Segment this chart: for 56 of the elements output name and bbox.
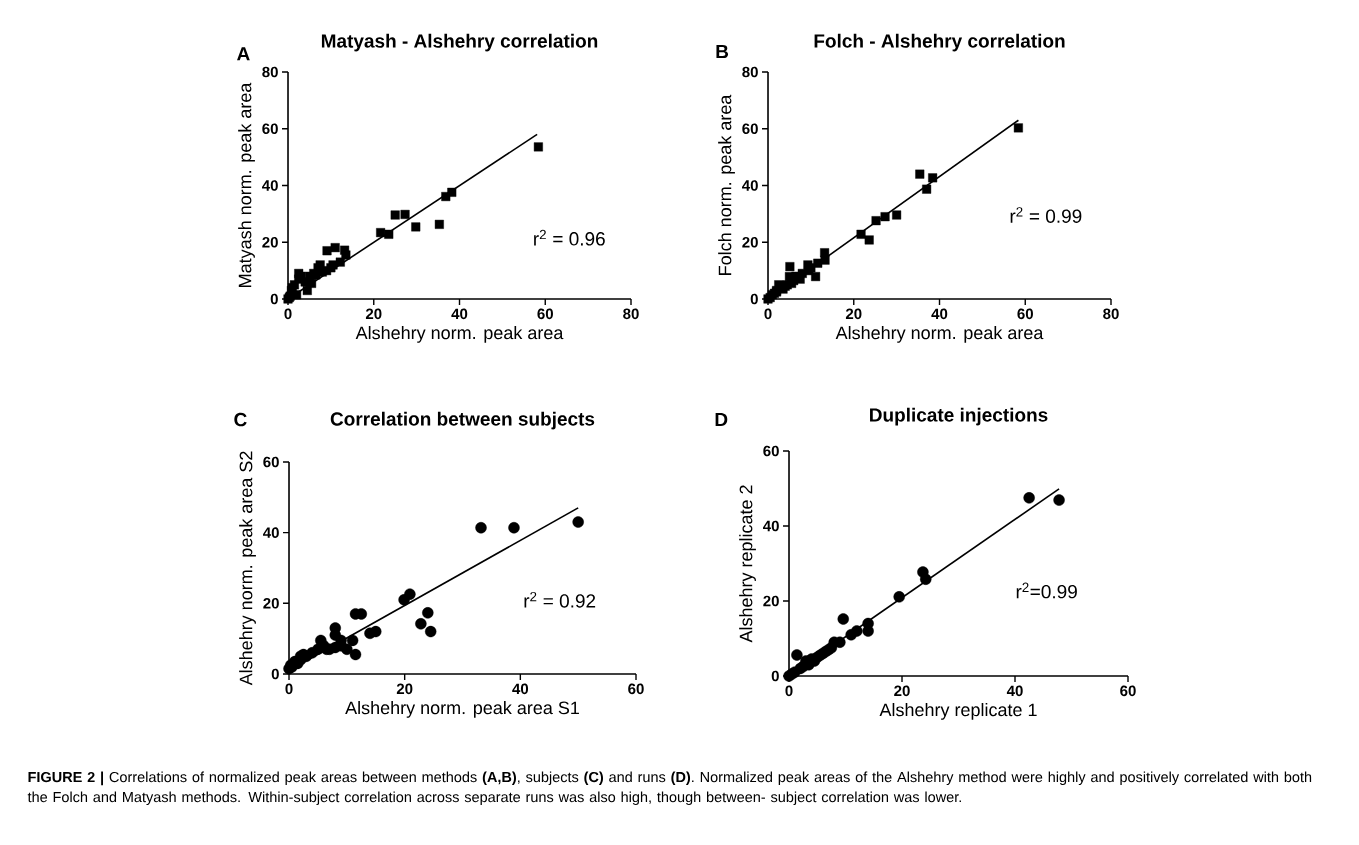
y-tick-label: 40 (263, 527, 279, 538)
x-tick-label: 0 (285, 683, 293, 695)
annotation: r$^{2}$ = 0.96 (534, 229, 605, 246)
x-tick-label: 0 (785, 685, 793, 697)
x-axis-title: Alshehry norm. peak area (835, 326, 1044, 343)
chart-title: Matyash - Alshehry correlation (321, 33, 598, 52)
y-tick-label: 80 (742, 66, 758, 78)
x-tick-label: 20 (365, 308, 382, 320)
y-tick-label: 60 (263, 456, 279, 468)
chart-title: Duplicate injections (870, 407, 1048, 426)
x-axis-title: Alshehry replicate 1 (879, 703, 1037, 720)
text: D (715, 412, 728, 427)
x-tick-label: 60 (1017, 308, 1033, 320)
y-axis-title: Folch norm. peak area (718, 94, 735, 275)
x-axis-title: Alshehry norm. peak area S1 (345, 701, 579, 718)
x-tick-label: 60 (537, 308, 553, 320)
y-axis-title: Matyash norm. peak area (238, 82, 255, 287)
x-tick-label: 20 (396, 683, 413, 695)
y-tick-label: 40 (262, 180, 278, 191)
y-tick-label: 60 (763, 445, 779, 457)
x-tick-label: 0 (284, 308, 292, 320)
x-tick-label: 20 (845, 308, 862, 320)
y-axis-title: Alshehry norm. peak area S2 (239, 451, 256, 686)
x-tick-label: 40 (931, 308, 948, 320)
chart-title: Correlation between subjects (330, 411, 595, 430)
y-tick-label: 20 (263, 598, 279, 609)
annotation: r$^{2}$=0.99 (1016, 582, 1077, 599)
y-tick-label: 0 (771, 670, 779, 682)
y-tick-label: 60 (742, 123, 758, 135)
text: B (716, 45, 729, 59)
x-tick-label: 80 (623, 308, 639, 320)
x-tick-label: 40 (1006, 685, 1023, 697)
x-axis-title: Alshehry norm. peak area (355, 326, 564, 343)
text: C (234, 412, 247, 427)
y-tick-label: 20 (742, 236, 758, 248)
annotation: r$^{2}$ = 0.92 (524, 591, 596, 608)
y-tick-label: 0 (270, 293, 278, 305)
x-tick-label: 60 (1120, 685, 1136, 697)
y-tick-label: 40 (742, 180, 758, 191)
y-tick-label: 20 (763, 595, 779, 607)
y-tick-label: 60 (262, 123, 278, 135)
y-tick-label: 20 (262, 236, 278, 248)
x-tick-label: 40 (451, 308, 468, 320)
chart-title: Folch - Alshehry correlation (814, 33, 1065, 52)
y-tick-label: 0 (750, 293, 758, 305)
y-tick-label: 40 (763, 520, 779, 532)
x-tick-label: 80 (1103, 308, 1119, 320)
annotation: r$^{2}$ = 0.99 (1010, 207, 1082, 223)
x-tick-label: 20 (894, 685, 910, 697)
x-tick-label: 40 (512, 683, 529, 695)
text: FIGURE 2 | Correlations of normalized peak areas between methods (A,B), subjects (C) and runs (D). Normalized peak areas of the Alshehry method were highly and positively correlated with both the Folch and Matyash methods. Within-subject correlation across separate runs was also high, though between- subject correlation was lower. (27, 771, 1312, 806)
y-axis-title: Alshehry replicate 2 (739, 485, 756, 643)
y-tick-label: 0 (271, 668, 279, 680)
text: A (237, 47, 250, 61)
x-tick-label: 60 (628, 683, 644, 695)
y-tick-label: 80 (262, 66, 278, 78)
